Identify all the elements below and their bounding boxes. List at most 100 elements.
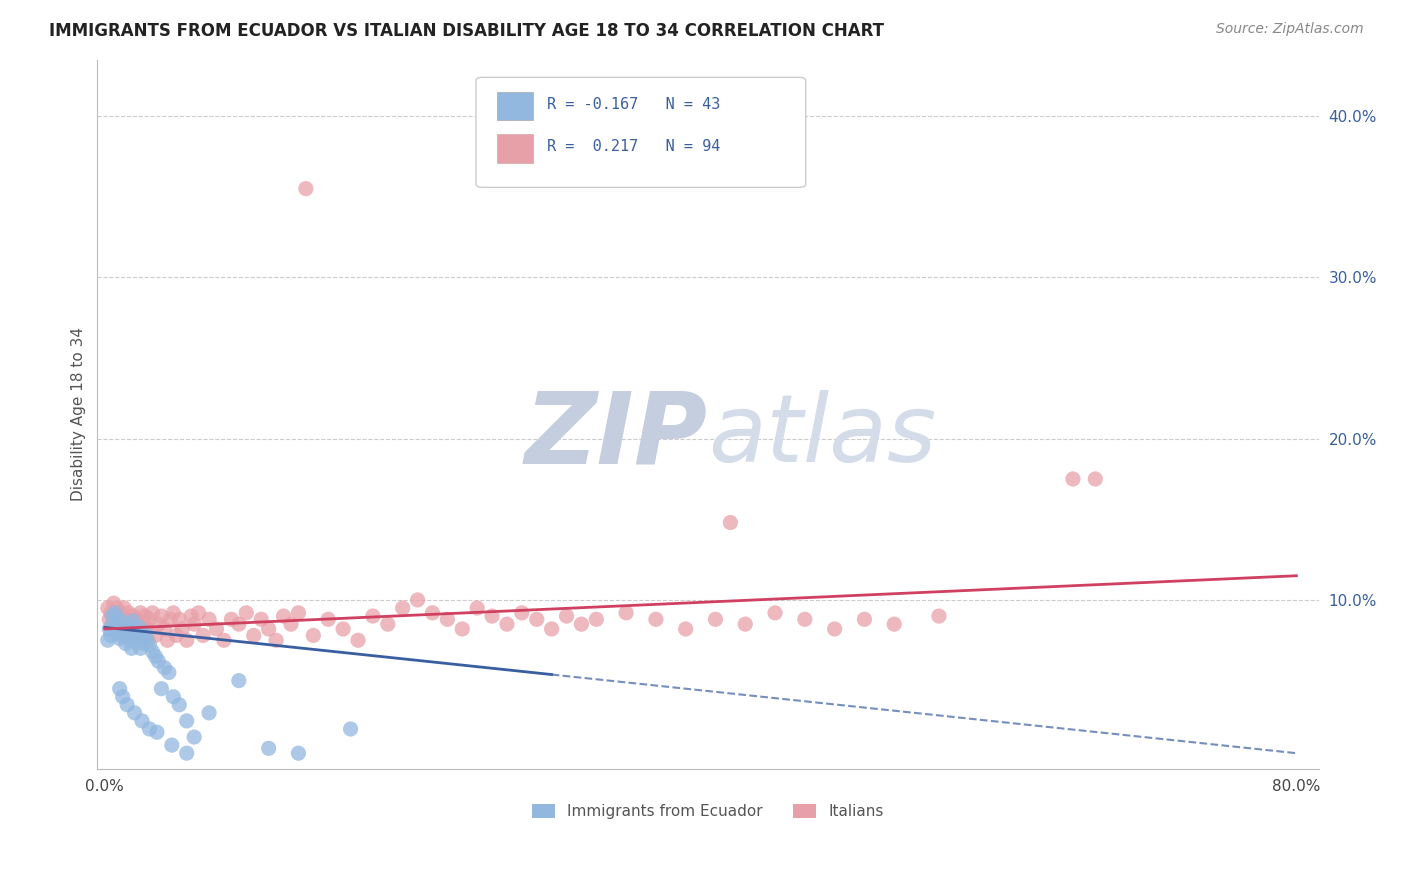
Point	[510, 606, 533, 620]
Point	[187, 606, 209, 620]
Point	[128, 617, 150, 632]
Point	[162, 690, 184, 704]
Point	[132, 636, 155, 650]
Point	[176, 633, 198, 648]
Point	[295, 181, 318, 195]
Point	[141, 606, 163, 620]
Point	[734, 617, 756, 632]
Point	[235, 606, 257, 620]
Point	[111, 617, 134, 632]
Point	[257, 622, 280, 636]
Point	[129, 641, 152, 656]
Point	[108, 681, 131, 696]
Point	[131, 628, 153, 642]
Point	[129, 606, 152, 620]
Point	[156, 633, 179, 648]
Point	[169, 698, 191, 712]
Point	[110, 628, 132, 642]
Point	[824, 622, 846, 636]
Point	[162, 606, 184, 620]
Point	[347, 633, 370, 648]
Point	[540, 622, 562, 636]
Point	[645, 612, 668, 626]
Point	[121, 617, 143, 632]
Point	[191, 628, 214, 642]
Point	[125, 625, 148, 640]
Point	[131, 714, 153, 728]
Point	[391, 601, 413, 615]
Point	[465, 601, 488, 615]
Point	[111, 690, 134, 704]
Point	[101, 617, 124, 632]
Point	[159, 612, 181, 626]
Point	[134, 609, 156, 624]
Legend: Immigrants from Ecuador, Italians: Immigrants from Ecuador, Italians	[526, 798, 890, 825]
Point	[332, 622, 354, 636]
Point	[114, 622, 136, 636]
Point	[103, 617, 125, 632]
Point	[526, 612, 548, 626]
Point	[481, 609, 503, 624]
Point	[138, 638, 160, 652]
Point	[120, 633, 142, 648]
Point	[134, 625, 156, 640]
Point	[228, 673, 250, 688]
Point	[853, 612, 876, 626]
Point	[153, 661, 176, 675]
Text: R =  0.217   N = 94: R = 0.217 N = 94	[547, 139, 720, 154]
Point	[339, 722, 361, 736]
Point	[176, 714, 198, 728]
Point	[180, 609, 202, 624]
Point	[122, 614, 145, 628]
Point	[176, 746, 198, 760]
Point	[280, 617, 302, 632]
Point	[117, 606, 139, 620]
Point	[614, 606, 637, 620]
Point	[198, 706, 221, 720]
Y-axis label: Disability Age 18 to 34: Disability Age 18 to 34	[72, 327, 86, 501]
Point	[361, 609, 384, 624]
FancyBboxPatch shape	[496, 134, 533, 162]
Point	[141, 644, 163, 658]
Point	[97, 633, 120, 648]
Point	[165, 628, 187, 642]
Point	[273, 609, 295, 624]
Point	[105, 601, 128, 615]
Point	[138, 722, 160, 736]
Point	[127, 633, 149, 648]
Point	[100, 606, 122, 620]
Point	[172, 622, 194, 636]
Point	[104, 606, 127, 620]
Point	[107, 612, 129, 626]
Point	[114, 636, 136, 650]
Point	[115, 612, 138, 626]
Point	[132, 617, 155, 632]
Point	[148, 617, 170, 632]
Point	[110, 620, 132, 634]
Point	[120, 619, 142, 633]
Point	[302, 628, 325, 642]
Point	[793, 612, 815, 626]
Point	[221, 612, 243, 626]
Point	[183, 730, 205, 744]
Point	[103, 596, 125, 610]
Point	[287, 606, 309, 620]
Point	[436, 612, 458, 626]
Point	[125, 612, 148, 626]
Point	[124, 622, 146, 636]
Point	[138, 612, 160, 626]
Point	[1062, 472, 1084, 486]
Point	[228, 617, 250, 632]
Point	[316, 612, 339, 626]
Point	[112, 601, 135, 615]
Point	[704, 612, 727, 626]
Point	[122, 609, 145, 624]
Point	[257, 741, 280, 756]
Point	[115, 624, 138, 638]
Text: Source: ZipAtlas.com: Source: ZipAtlas.com	[1216, 22, 1364, 37]
Point	[105, 625, 128, 640]
Point	[555, 609, 578, 624]
Point	[148, 654, 170, 668]
Point	[135, 632, 157, 646]
Point	[928, 609, 950, 624]
